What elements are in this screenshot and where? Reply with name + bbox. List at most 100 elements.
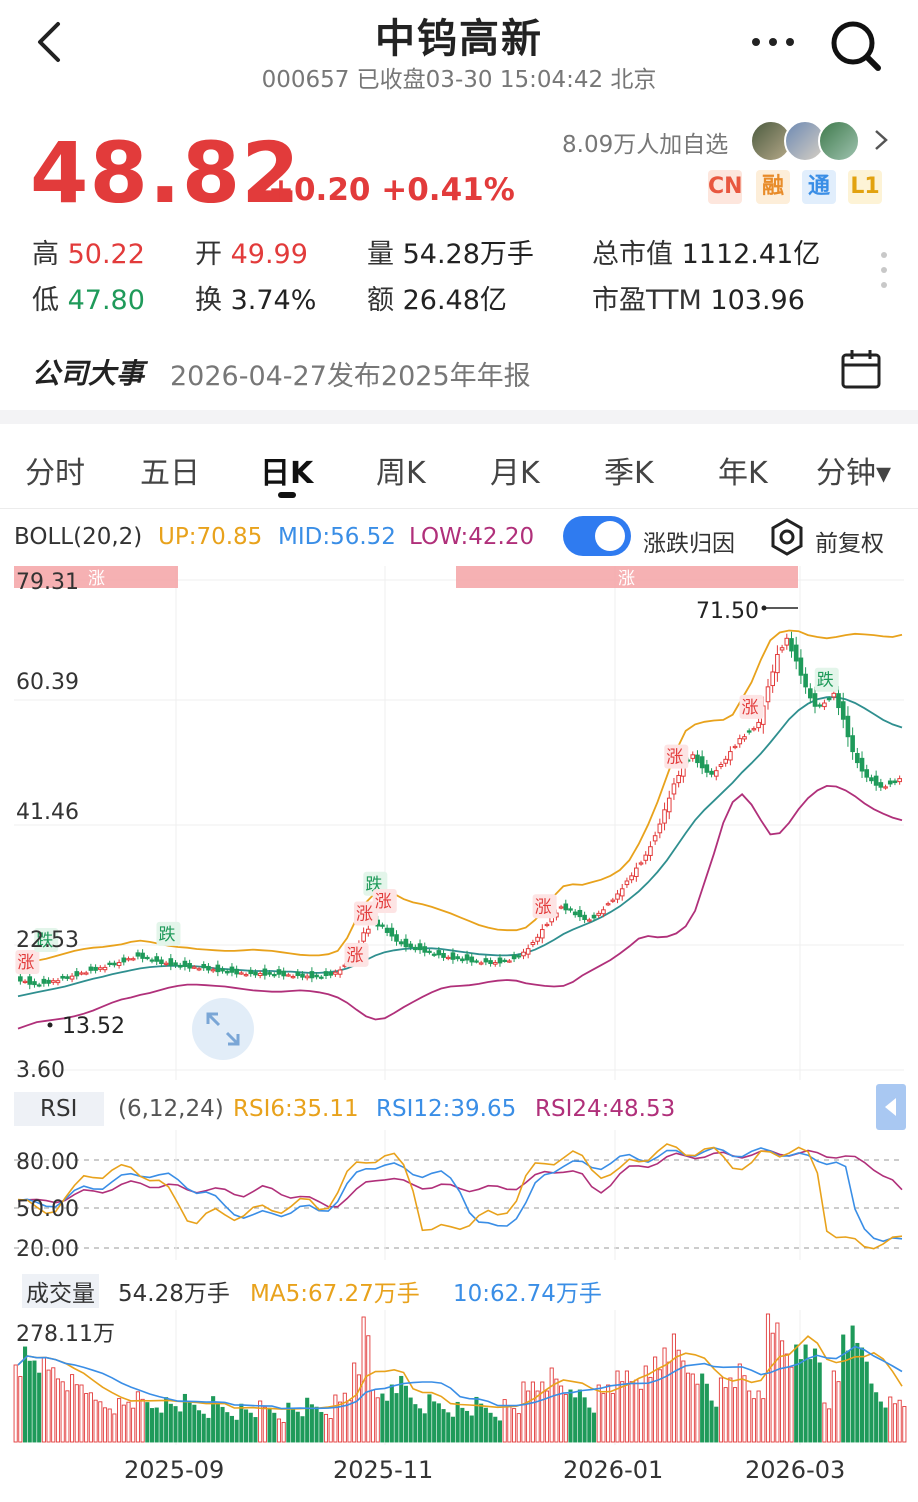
candle	[568, 908, 573, 911]
volume-bar	[634, 1379, 639, 1443]
boll-upper-line	[17, 629, 903, 962]
marker-text: 跌	[817, 671, 834, 691]
candle	[408, 943, 413, 948]
indicator-switch-button[interactable]	[876, 1084, 906, 1130]
x-tick: 2026-03	[745, 1456, 846, 1484]
candle	[521, 951, 526, 957]
candle	[713, 770, 719, 777]
up-zone-label: 涨	[618, 569, 635, 589]
volume-bar	[756, 1390, 761, 1443]
candle	[850, 735, 855, 753]
volume-bar	[624, 1370, 629, 1443]
volume-bar	[892, 1403, 897, 1443]
volume-bar	[149, 1408, 155, 1443]
volume-bar	[121, 1404, 126, 1443]
tab-monthly-k[interactable]: 月K	[490, 456, 540, 491]
tab-intraday[interactable]: 分时	[25, 456, 85, 491]
volume-bar	[747, 1390, 752, 1443]
candle	[539, 929, 545, 939]
min-price-dot	[47, 1022, 53, 1028]
candle	[817, 704, 823, 707]
candle	[638, 862, 644, 865]
search-icon[interactable]	[826, 16, 886, 76]
candle	[878, 782, 884, 788]
volume-bar	[850, 1325, 855, 1443]
rsi-tab[interactable]	[14, 1092, 104, 1126]
volume-bar	[483, 1407, 488, 1443]
volume-bar	[521, 1381, 526, 1443]
volume-bar	[117, 1398, 122, 1443]
volume-bar	[178, 1411, 183, 1443]
candle	[55, 980, 61, 984]
candle	[572, 911, 578, 916]
candle	[897, 778, 902, 783]
volume-bar	[587, 1407, 592, 1443]
company-event-text[interactable]: 2026-04-27发布2025年年报	[170, 361, 531, 392]
candle	[793, 644, 799, 662]
rsi6-line	[17, 1143, 903, 1250]
volume-bar	[211, 1396, 216, 1443]
settings-icon[interactable]	[768, 518, 806, 556]
tab-yearly-k[interactable]: 年K	[718, 456, 768, 491]
volume-bar	[516, 1413, 521, 1443]
volume-bar	[812, 1348, 818, 1443]
marker-badge	[34, 927, 59, 952]
volume-label[interactable]: 成交量	[22, 1274, 99, 1308]
volume-bar	[441, 1409, 446, 1443]
more-icon[interactable]	[748, 22, 798, 62]
boll-label[interactable]: BOLL(20,2)	[14, 524, 143, 550]
rsi-chart[interactable]	[0, 1130, 918, 1260]
expand-stats-icon[interactable]	[880, 250, 888, 290]
volume-bar	[196, 1410, 202, 1443]
marker-text: 跌	[158, 925, 175, 945]
candle	[116, 962, 122, 966]
candle	[140, 952, 145, 959]
volume-bar	[596, 1384, 601, 1443]
candle	[361, 932, 366, 942]
stat-turnover: 换 3.74%	[195, 285, 317, 316]
volume-bar	[328, 1418, 333, 1443]
marker-badge	[739, 694, 764, 719]
volume-ma5: MA5:67.27万手	[250, 1281, 420, 1307]
candle	[93, 966, 98, 971]
candle	[460, 958, 465, 962]
back-arrow-icon[interactable]	[30, 18, 70, 66]
candle	[690, 754, 696, 759]
fullscreen-button[interactable]	[192, 998, 254, 1060]
volume-bar	[822, 1402, 827, 1443]
candle	[629, 875, 634, 881]
tab-five-day[interactable]: 五日	[140, 456, 200, 491]
candle	[624, 880, 630, 886]
chevron-right-icon[interactable]	[872, 128, 890, 152]
volume-bar	[831, 1370, 836, 1443]
volume-chart[interactable]	[0, 1310, 918, 1445]
calendar-icon[interactable]	[840, 348, 882, 390]
candle	[535, 936, 540, 942]
tab-weekly-k[interactable]: 周K	[376, 456, 426, 491]
candle	[168, 958, 174, 966]
tab-daily-k[interactable]: 日K	[260, 456, 314, 491]
tab-minute[interactable]: 分钟▾	[816, 456, 892, 491]
volume-bar	[173, 1406, 178, 1443]
candle	[873, 775, 879, 786]
volume-bar	[780, 1340, 785, 1443]
boll-mid: MID:56.52	[278, 524, 396, 550]
volume-bar	[347, 1400, 352, 1443]
boll-low: LOW:42.20	[409, 524, 535, 550]
volume-bar	[126, 1401, 131, 1443]
stat-open: 开 49.99	[195, 239, 308, 270]
candle	[822, 702, 827, 708]
adjustment-label[interactable]: 前复权	[815, 531, 884, 557]
tabs-divider	[0, 508, 918, 509]
volume-bar	[262, 1406, 267, 1443]
candle	[859, 757, 865, 772]
volume-bar	[728, 1377, 733, 1443]
candle	[403, 938, 409, 948]
watchers-count[interactable]: 8.09万人加自选	[562, 132, 729, 158]
min-price-label: 13.52	[62, 1014, 125, 1039]
candle	[728, 751, 733, 761]
tab-quarterly-k[interactable]: 季K	[604, 456, 654, 491]
volume-bar	[460, 1407, 465, 1443]
candle	[464, 954, 470, 961]
